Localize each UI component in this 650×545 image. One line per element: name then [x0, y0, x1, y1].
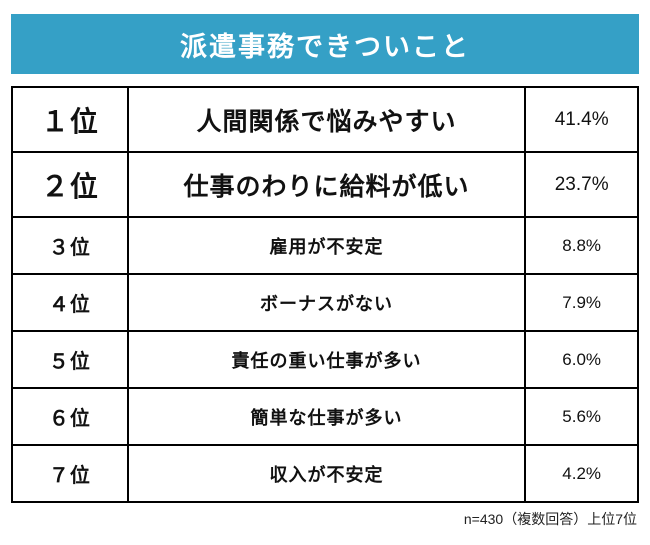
- item-cell: 責任の重い仕事が多い: [126, 330, 527, 389]
- rank-cell: ３位: [11, 216, 129, 275]
- rank-cell: ６位: [11, 387, 129, 446]
- item-cell: 雇用が不安定: [126, 216, 527, 275]
- table-row: ２位 仕事のわりに給料が低い 23.7%: [11, 151, 639, 218]
- value-cell: 6.0%: [524, 330, 639, 389]
- value-cell: 7.9%: [524, 273, 639, 332]
- table-row: ３位 雇用が不安定 8.8%: [11, 216, 639, 275]
- ranking-table: １位 人間関係で悩みやすい 41.4% ２位 仕事のわりに給料が低い 23.7%…: [11, 86, 639, 503]
- table-row: ４位 ボーナスがない 7.9%: [11, 273, 639, 332]
- item-cell: ボーナスがない: [126, 273, 527, 332]
- value-cell: 5.6%: [524, 387, 639, 446]
- table-row: ６位 簡単な仕事が多い 5.6%: [11, 387, 639, 446]
- value-cell: 23.7%: [524, 151, 639, 218]
- sample-size-note: n=430（複数回答）上位7位: [463, 511, 637, 527]
- rank-cell: １位: [11, 86, 129, 153]
- chart-title-bar: 派遣事務できついこと: [11, 14, 639, 74]
- item-cell: 簡単な仕事が多い: [126, 387, 527, 446]
- chart-title: 派遣事務できついこと: [180, 31, 470, 62]
- value-cell: 4.2%: [524, 444, 639, 503]
- rank-cell: ５位: [11, 330, 129, 389]
- table-row: １位 人間関係で悩みやすい 41.4%: [11, 86, 639, 153]
- value-cell: 8.8%: [524, 216, 639, 275]
- item-cell: 人間関係で悩みやすい: [126, 86, 527, 153]
- table-row: ７位 収入が不安定 4.2%: [11, 444, 639, 503]
- rank-cell: ７位: [11, 444, 129, 503]
- rank-cell: ２位: [11, 151, 129, 218]
- rank-cell: ４位: [11, 273, 129, 332]
- table-row: ５位 責任の重い仕事が多い 6.0%: [11, 330, 639, 389]
- item-cell: 仕事のわりに給料が低い: [126, 151, 527, 218]
- value-cell: 41.4%: [524, 86, 639, 153]
- item-cell: 収入が不安定: [126, 444, 527, 503]
